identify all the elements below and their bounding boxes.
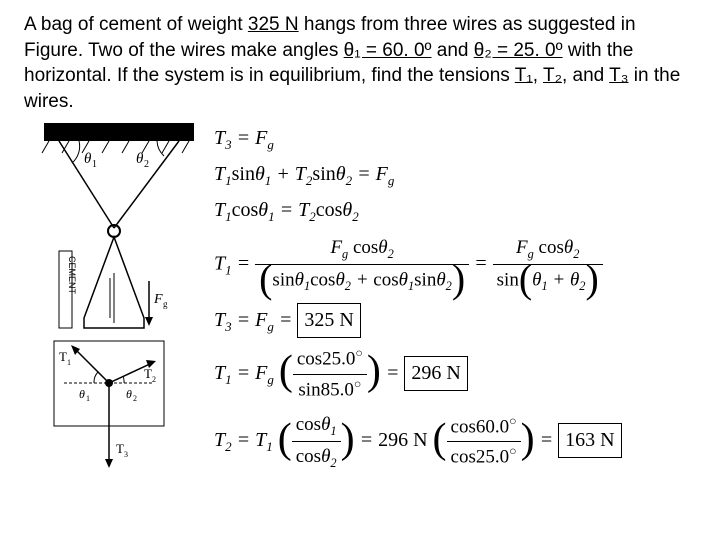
svg-text:1: 1 <box>67 358 71 367</box>
svg-text:T: T <box>59 349 67 364</box>
equations: T3 = Fg T1sinθ1 + T2sinθ2 = Fg T1cosθ1 =… <box>214 123 696 493</box>
svg-text:2: 2 <box>144 159 149 170</box>
problem-statement: A bag of cement of weight 325 N hangs fr… <box>24 12 696 115</box>
svg-text:1: 1 <box>92 159 97 170</box>
svg-text:θ: θ <box>126 387 132 401</box>
svg-text:3: 3 <box>124 450 128 459</box>
svg-text:1: 1 <box>86 394 90 403</box>
theta1-label: θ <box>84 151 92 167</box>
svg-text:T: T <box>116 441 124 456</box>
eq-t1-derive: T1 = Fg cosθ2 (sinθ1cosθ2 + cosθ1sinθ2) … <box>214 233 696 297</box>
svg-text:F: F <box>153 292 163 307</box>
eq-t2-result: T2 = T1 ( cosθ1 cosθ2 ) = 296 N ( cos60.… <box>214 410 696 473</box>
eq-t3-fg: T3 = Fg <box>214 123 696 155</box>
svg-text:2: 2 <box>133 394 137 403</box>
theta2-label: θ <box>136 151 144 167</box>
svg-text:T: T <box>144 366 152 381</box>
eq-t1-result: T1 = Fg ( cos25.0○ sin85.0○ ) = 296 N <box>214 344 696 405</box>
eq-vertical: T1sinθ1 + T2sinθ2 = Fg <box>214 159 696 191</box>
svg-text:2: 2 <box>152 375 156 384</box>
svg-text:θ: θ <box>79 387 85 401</box>
eq-horizontal: T1cosθ1 = T2cosθ2 <box>214 195 696 227</box>
diagram: θ 1 θ 2 CEMENT F g T 1 <box>24 123 194 493</box>
eq-t3-result: T3 = Fg = 325 N <box>214 303 696 338</box>
cement-label: CEMENT <box>67 256 77 295</box>
svg-text:g: g <box>163 299 168 309</box>
